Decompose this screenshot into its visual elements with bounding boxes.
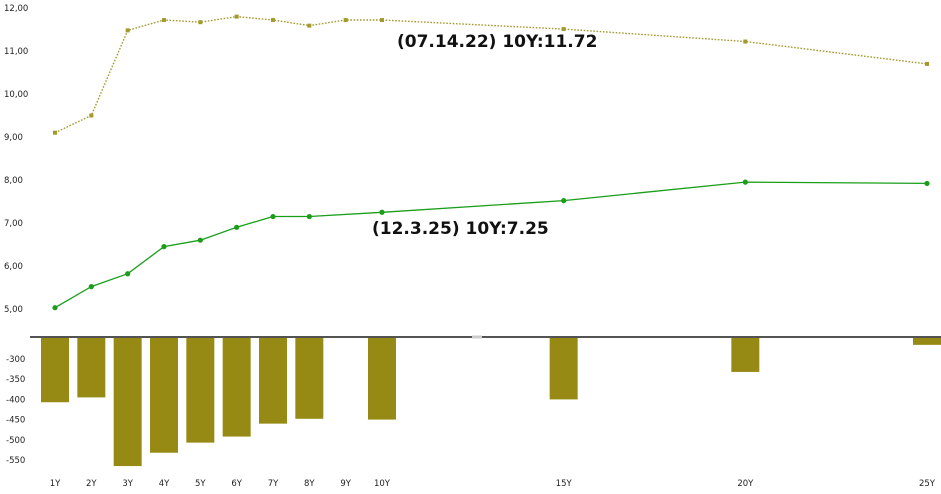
x-axis: 1Y 2Y 3Y 4Y 5Y 6Y 7Y 8Y 9Y 10Y 15Y 20Y 25Y — [50, 479, 936, 489]
series-point-1 — [743, 39, 748, 44]
bar-3Y — [113, 338, 142, 467]
y-tick-label: -450 — [6, 416, 25, 426]
y-tick-label: -400 — [6, 395, 25, 405]
x-tick-label: 25Y — [919, 479, 936, 489]
y-tick-label: 7,00 — [4, 219, 23, 229]
series-point-1 — [271, 18, 275, 23]
annotation-12-3-25: (12.3.25) 10Y:7.25 — [372, 219, 549, 239]
bar-8Y — [295, 338, 324, 419]
bar-4Y — [150, 338, 178, 453]
series-point-2 — [742, 179, 748, 185]
x-tick-label: 5Y — [195, 479, 206, 489]
y-tick-label: 5,00 — [4, 305, 23, 315]
x-tick-label: 4Y — [159, 479, 170, 489]
series-point-1 — [307, 23, 312, 28]
series-point-1 — [234, 14, 239, 19]
top-y-axis: 5,00 6,00 7,00 8,00 9,00 10,00 11,00 12,00 — [4, 4, 28, 315]
series-point-1 — [925, 61, 929, 66]
series-point-1 — [53, 130, 57, 135]
y-tick-label: -300 — [6, 355, 25, 365]
bar-15Y — [549, 338, 578, 400]
y-tick-label: 9,00 — [4, 133, 23, 143]
series-point-2 — [197, 237, 203, 243]
x-tick-label: 9Y — [340, 479, 351, 489]
series-point-1 — [125, 28, 130, 33]
series-point-1 — [380, 18, 384, 23]
annotation-layer: (07.14.22) 10Y:11.72 (12.3.25) 10Y:7.25 — [372, 32, 597, 239]
bar-10Y — [368, 338, 396, 420]
series-point-2 — [161, 244, 167, 250]
y-tick-label: 6,00 — [4, 262, 23, 272]
x-tick-label: 6Y — [231, 479, 242, 489]
bar-25Y — [913, 338, 941, 345]
y-tick-label: -500 — [6, 436, 25, 446]
series-point-2 — [125, 271, 131, 277]
bar-5Y — [186, 338, 215, 443]
y-tick-label: -350 — [6, 375, 25, 385]
series-point-2 — [234, 224, 240, 230]
series-line-2 — [54, 181, 928, 309]
y-tick-label: 10,00 — [4, 90, 28, 100]
x-tick-label: 7Y — [268, 479, 279, 489]
series-point-1 — [343, 18, 348, 23]
x-tick-label: 20Y — [737, 479, 754, 489]
x-tick-label: 15Y — [556, 479, 573, 489]
x-tick-label: 8Y — [304, 479, 315, 489]
series-point-2 — [379, 209, 385, 215]
series-point-1 — [162, 18, 166, 23]
series-point-2 — [270, 213, 276, 220]
line-series-layer — [52, 14, 930, 311]
x-tick-label: 1Y — [50, 479, 61, 489]
series-point-2 — [561, 198, 567, 204]
bar-20Y — [731, 338, 760, 372]
series-point-2 — [52, 305, 58, 311]
annotation-07-14-22: (07.14.22) 10Y:11.72 — [397, 32, 597, 52]
bar-7Y — [259, 338, 287, 424]
y-tick-label: -550 — [6, 456, 25, 466]
y-tick-label: 8,00 — [4, 176, 23, 186]
x-tick-label: 2Y — [86, 479, 97, 489]
y-tick-label: 12,00 — [4, 4, 28, 14]
x-tick-label: 10Y — [374, 479, 391, 489]
series-point-2 — [924, 180, 930, 187]
bar-6Y — [222, 338, 251, 437]
y-tick-label: 11,00 — [4, 47, 28, 57]
bottom-y-axis: -300 -350 -400 -450 -500 -550 — [6, 335, 941, 466]
bar-series-layer — [41, 338, 941, 467]
series-point-2 — [306, 213, 312, 220]
series-point-1 — [89, 113, 94, 118]
bar-1Y — [41, 338, 69, 403]
series-point-1 — [198, 20, 203, 25]
series-point-2 — [88, 284, 94, 290]
x-tick-label: 3Y — [122, 479, 133, 489]
bar-2Y — [77, 338, 106, 398]
baseline-marker — [472, 335, 482, 339]
series-point-1 — [561, 27, 566, 32]
